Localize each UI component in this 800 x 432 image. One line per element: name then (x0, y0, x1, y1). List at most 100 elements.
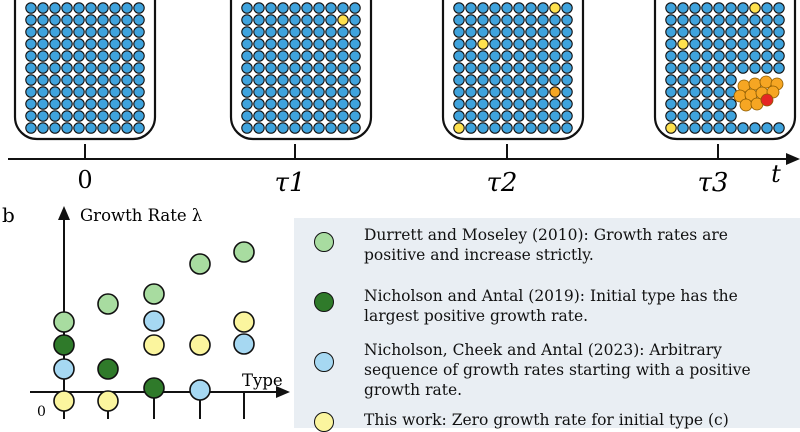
cell (773, 2, 785, 14)
cell (701, 62, 713, 74)
cell (325, 98, 337, 110)
cell (61, 62, 73, 74)
cell (73, 38, 85, 50)
cell (61, 74, 73, 86)
cell (73, 86, 85, 98)
cell (489, 26, 501, 38)
cell (73, 26, 85, 38)
cell (277, 14, 289, 26)
cell (677, 98, 689, 110)
cell (289, 74, 301, 86)
cell (713, 26, 725, 38)
cell (337, 110, 349, 122)
cell (97, 2, 109, 14)
cell (525, 50, 537, 62)
cell (337, 122, 349, 134)
cell (109, 74, 121, 86)
cell (337, 74, 349, 86)
cell (313, 26, 325, 38)
cell (737, 122, 749, 134)
cell (289, 38, 301, 50)
cell (337, 98, 349, 110)
cell (453, 86, 465, 98)
cell (525, 110, 537, 122)
cell (537, 122, 549, 134)
cell (37, 110, 49, 122)
growth-rate-dots (53, 241, 255, 412)
cell (313, 98, 325, 110)
cell (689, 2, 701, 14)
cell (265, 38, 277, 50)
cell (313, 110, 325, 122)
cell (121, 62, 133, 74)
cell (477, 50, 489, 62)
dot-light-green (143, 283, 165, 305)
cell-yellow (477, 38, 489, 50)
cell (513, 110, 525, 122)
cell (725, 50, 737, 62)
cell (37, 86, 49, 98)
cell (265, 122, 277, 134)
cell (61, 110, 73, 122)
dot-light-yellow (53, 390, 75, 412)
cell (561, 38, 573, 50)
cell (49, 86, 61, 98)
cell (337, 50, 349, 62)
cell (489, 62, 501, 74)
cell (453, 38, 465, 50)
cell (537, 38, 549, 50)
cell-yellow (549, 2, 561, 14)
cell (277, 110, 289, 122)
cell (73, 2, 85, 14)
timeline-label-0: 0 (77, 166, 92, 194)
cell (301, 50, 313, 62)
cell (277, 38, 289, 50)
cell (109, 26, 121, 38)
cell (109, 14, 121, 26)
cell (277, 86, 289, 98)
cell (701, 14, 713, 26)
cell (537, 74, 549, 86)
cell (701, 86, 713, 98)
cell (109, 38, 121, 50)
dot-light-yellow (97, 390, 119, 412)
cell (665, 98, 677, 110)
cell (301, 38, 313, 50)
cell (489, 110, 501, 122)
cell (253, 14, 265, 26)
cell (761, 26, 773, 38)
cell (265, 14, 277, 26)
cell (525, 122, 537, 134)
cell (749, 14, 761, 26)
cell (465, 98, 477, 110)
legend-item-nicholson-antal: Nicholson and Antal (2019): Initial type… (364, 287, 738, 325)
cell (513, 50, 525, 62)
timeline-axis-label: t (771, 160, 781, 188)
cell (61, 38, 73, 50)
cell (121, 38, 133, 50)
cell (313, 50, 325, 62)
cell-yellow (453, 122, 465, 134)
cell (725, 14, 737, 26)
cell (325, 86, 337, 98)
cell (453, 50, 465, 62)
cell (749, 26, 761, 38)
cell (85, 122, 97, 134)
cell (773, 38, 785, 50)
cell (501, 74, 513, 86)
cell (665, 50, 677, 62)
cell (121, 98, 133, 110)
cell (677, 74, 689, 86)
cell (453, 2, 465, 14)
cell (749, 38, 761, 50)
cell (465, 74, 477, 86)
cell (241, 122, 253, 134)
cell (737, 26, 749, 38)
cell (325, 62, 337, 74)
cell (725, 2, 737, 14)
cell (265, 2, 277, 14)
cell (453, 26, 465, 38)
cell (133, 26, 145, 38)
cell (525, 74, 537, 86)
cell (677, 110, 689, 122)
